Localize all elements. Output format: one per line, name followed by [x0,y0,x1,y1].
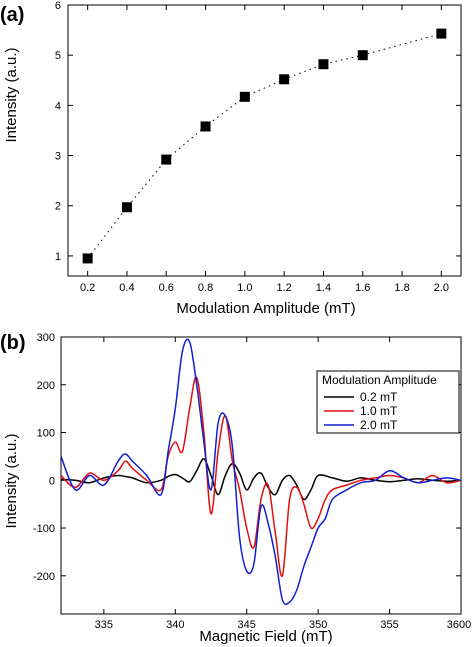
a-data-point [357,50,368,61]
panel-b-y-axis-label: Intensity (a.u.) [3,433,20,528]
b-y-tick-label: 0 [49,475,55,487]
b-x-tick-label: 335 [95,619,113,631]
a-data-point [318,59,329,70]
a-dotted-trend-line [87,33,442,259]
a-y-tick-label: 2 [55,201,61,213]
a-data-point [82,253,93,264]
b-y-tick-label: 300 [37,332,55,344]
b-y-tick-label: -200 [33,571,55,583]
a-x-tick-label: 1.4 [316,282,331,294]
legend-label-0-2-mt: 0.2 mT [360,390,398,404]
a-y-tick-label: 3 [55,151,61,163]
panel-a: (a) Intensity (a.u.) Modulation Amplitud… [0,0,462,317]
a-data-point [121,202,132,213]
a-x-tick-label: 0.8 [198,282,213,294]
a-data-point [200,121,211,132]
a-x-tick-label: 1.6 [355,282,370,294]
a-y-tick-label: 5 [55,50,61,62]
series-line-0-2-mt [61,458,461,501]
legend-label-2-0-mt: 2.0 mT [360,418,398,432]
a-y-tick-label: 4 [55,100,61,112]
b-y-tick-label: 200 [37,380,55,392]
a-x-tick-label: 0.6 [159,282,174,294]
a-x-tick-label: 1.8 [394,282,409,294]
panel-a-x-axis-label: Modulation Amplitude (mT) [176,300,355,317]
b-x-tick-label: 355 [380,619,398,631]
panel-b-label: (b) [0,332,26,354]
b-x-tick-label: 340 [166,619,184,631]
a-x-tick-label: 2.0 [434,282,449,294]
legend-box [316,370,460,434]
series-line-2-0-mt [61,338,461,606]
panel-b: (b) Intensity (a.u.) Magnetic Field (mT)… [0,332,471,645]
a-data-point [279,74,290,85]
panel-a-label: (a) [0,4,24,26]
a-x-tick-label: 0.4 [119,282,134,294]
legend-label-1-0-mt: 1.0 mT [360,404,398,418]
a-data-point [436,28,447,39]
legend-title: Modulation Amplitude [322,373,437,387]
a-data-point [161,154,172,165]
b-x-tick-label: 345 [238,619,256,631]
b-x-tick-label: 3600 [447,619,471,631]
b-y-tick-label: 100 [37,428,55,440]
a-data-point [239,91,250,102]
b-x-tick-label: 350 [309,619,327,631]
a-y-tick-label: 6 [55,0,61,12]
series-line-1-0-mt [61,376,461,577]
b-y-tick-label: -100 [33,523,55,535]
panel-b-x-axis-label: Magnetic Field (mT) [199,628,332,645]
panel-a-y-axis-label: Intensity (a.u.) [3,47,20,142]
a-y-tick-label: 1 [55,251,61,263]
a-x-tick-label: 1.0 [237,282,252,294]
panel-a-plot-frame [67,4,462,277]
a-x-tick-label: 0.2 [80,282,95,294]
panel-b-legend: Modulation Amplitude 0.2 mT 1.0 mT 2.0 m… [316,370,460,434]
a-x-tick-label: 1.2 [277,282,292,294]
